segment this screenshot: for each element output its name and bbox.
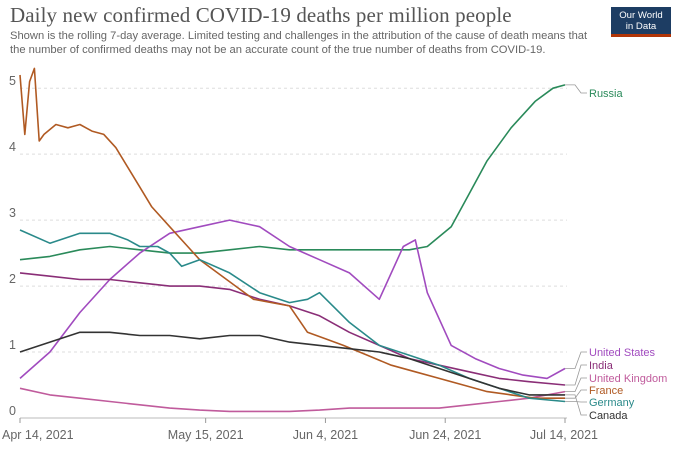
connector-russia xyxy=(565,84,587,94)
connector-india xyxy=(565,364,587,386)
x-tick-label: Apr 14, 2021 xyxy=(2,428,74,442)
x-tick-label: Jun 4, 2021 xyxy=(293,428,358,442)
y-tick-label: 0 xyxy=(9,404,16,418)
series-lines xyxy=(19,67,566,413)
connector-france xyxy=(565,389,587,399)
y-axis-labels: 0 1 2 3 4 5 xyxy=(9,74,16,418)
series-line-india xyxy=(19,272,566,386)
x-tick-label: Jul 14, 2021 xyxy=(530,428,598,442)
chart-title: Daily new confirmed COVID-19 deaths per … xyxy=(10,3,512,27)
x-tick-label: May 15, 2021 xyxy=(168,428,244,442)
logo-line-2: in Data xyxy=(625,21,657,32)
logo-line-1: Our World xyxy=(619,10,663,21)
y-tick-label: 4 xyxy=(9,140,16,154)
chart-subtitle: Shown is the rolling 7-day average. Limi… xyxy=(10,30,588,56)
y-tick-label: 2 xyxy=(9,272,16,286)
x-axis: Apr 14, 2021 May 15, 2021 Jun 4, 2021 Jun 2… xyxy=(2,418,598,442)
series-label-india: India xyxy=(589,360,614,372)
y-tick-label: 3 xyxy=(9,206,16,220)
y-tick-label: 5 xyxy=(9,74,16,88)
series-line-canada xyxy=(19,331,565,396)
connector-united-kingdom xyxy=(565,377,587,393)
connector-canada xyxy=(565,394,587,416)
logo-accent-bar xyxy=(611,34,671,37)
series-line-russia xyxy=(19,84,566,261)
series-line-united-states xyxy=(19,219,566,380)
series-label-russia: Russia xyxy=(589,88,624,100)
label-connectors xyxy=(565,84,587,416)
series-label-germany: Germany xyxy=(589,397,635,409)
y-tick-label: 1 xyxy=(9,338,16,352)
our-world-in-data-logo[interactable]: Our World in Data xyxy=(611,7,671,37)
series-label-united-kingdom: United Kingdom xyxy=(589,373,667,385)
connector-germany xyxy=(565,401,587,403)
series-label-united-states: United States xyxy=(589,347,656,359)
series-label-canada: Canada xyxy=(589,410,628,422)
series-line-germany xyxy=(19,229,566,403)
series-label-france: France xyxy=(589,385,623,397)
connector-united-states xyxy=(565,351,587,369)
series-line-united-kingdom xyxy=(19,387,566,413)
x-tick-label: Jun 24, 2021 xyxy=(409,428,481,442)
gridlines xyxy=(20,87,567,419)
